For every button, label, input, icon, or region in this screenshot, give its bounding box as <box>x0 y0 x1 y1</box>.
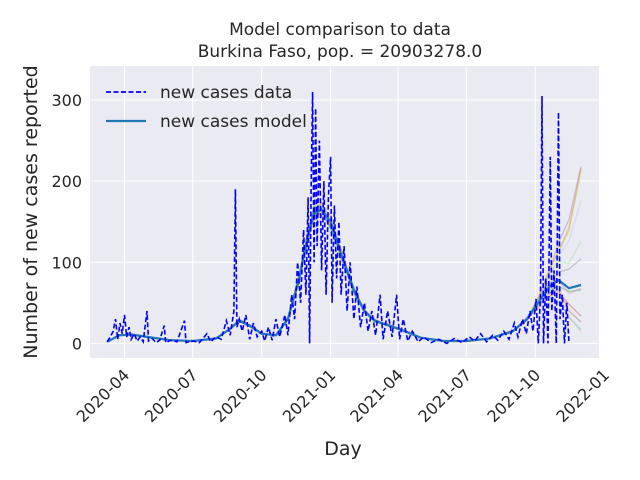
y-tick-label: 100 <box>51 253 82 272</box>
y-axis-label: Number of new cases reported <box>20 65 42 358</box>
legend: new cases data new cases model <box>106 83 307 132</box>
y-tick-label: 200 <box>51 172 82 191</box>
legend-label-model: new cases model <box>160 112 307 132</box>
y-tick-label: 300 <box>51 91 82 110</box>
chart-subtitle: Burkina Faso, pop. = 20903278.0 <box>198 42 482 62</box>
series-line-data <box>106 91 570 345</box>
x-axis-label: Day <box>324 438 362 460</box>
legend-label-data: new cases data <box>160 83 292 103</box>
chart-title: Model comparison to data <box>229 20 451 40</box>
plot-area <box>90 66 599 358</box>
y-axis-ticks: 0 100 200 300 <box>51 91 82 353</box>
y-tick-label: 0 <box>72 334 82 353</box>
series-line-model <box>106 208 582 343</box>
